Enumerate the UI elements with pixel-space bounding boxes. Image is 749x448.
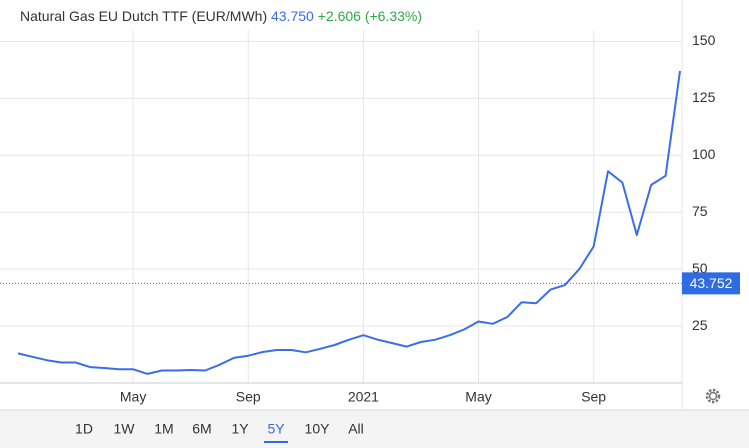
range-button[interactable]: All bbox=[348, 421, 364, 437]
y-tick-label: 50 bbox=[692, 260, 708, 276]
y-tick-label: 150 bbox=[692, 32, 716, 48]
range-button[interactable]: 1W bbox=[114, 421, 136, 437]
last-value-label: 43.752 bbox=[690, 275, 733, 291]
range-bar bbox=[0, 410, 749, 448]
range-button[interactable]: 5Y bbox=[267, 421, 285, 437]
chart-header: Natural Gas EU Dutch TTF (EUR/MWh) 43.75… bbox=[20, 8, 422, 24]
price-line bbox=[17, 70, 681, 375]
last-value-box bbox=[682, 272, 740, 295]
y-tick-label: 125 bbox=[692, 89, 716, 105]
range-button[interactable]: 1M bbox=[154, 421, 173, 437]
range-button[interactable]: 1Y bbox=[231, 421, 249, 437]
settings-icon[interactable] bbox=[705, 388, 721, 404]
price-change: +2.606 (+6.33%) bbox=[318, 8, 422, 24]
gear-hub bbox=[708, 391, 718, 401]
chart-title: Natural Gas EU Dutch TTF (EUR/MWh) bbox=[20, 8, 267, 24]
y-tick-label: 75 bbox=[692, 203, 708, 219]
price: 43.750 bbox=[271, 8, 314, 24]
gear-teeth bbox=[705, 388, 721, 404]
range-button[interactable]: 1D bbox=[75, 421, 93, 437]
y-tick-label: 100 bbox=[692, 146, 716, 162]
x-tick-label: May bbox=[465, 389, 491, 405]
range-button[interactable]: 6M bbox=[192, 421, 211, 437]
x-tick-label: Sep bbox=[236, 389, 261, 405]
x-tick-label: May bbox=[120, 389, 146, 405]
x-tick-label: 2021 bbox=[348, 389, 379, 405]
y-tick-label: 25 bbox=[692, 317, 708, 333]
x-tick-label: Sep bbox=[581, 389, 606, 405]
range-button[interactable]: 10Y bbox=[305, 421, 331, 437]
